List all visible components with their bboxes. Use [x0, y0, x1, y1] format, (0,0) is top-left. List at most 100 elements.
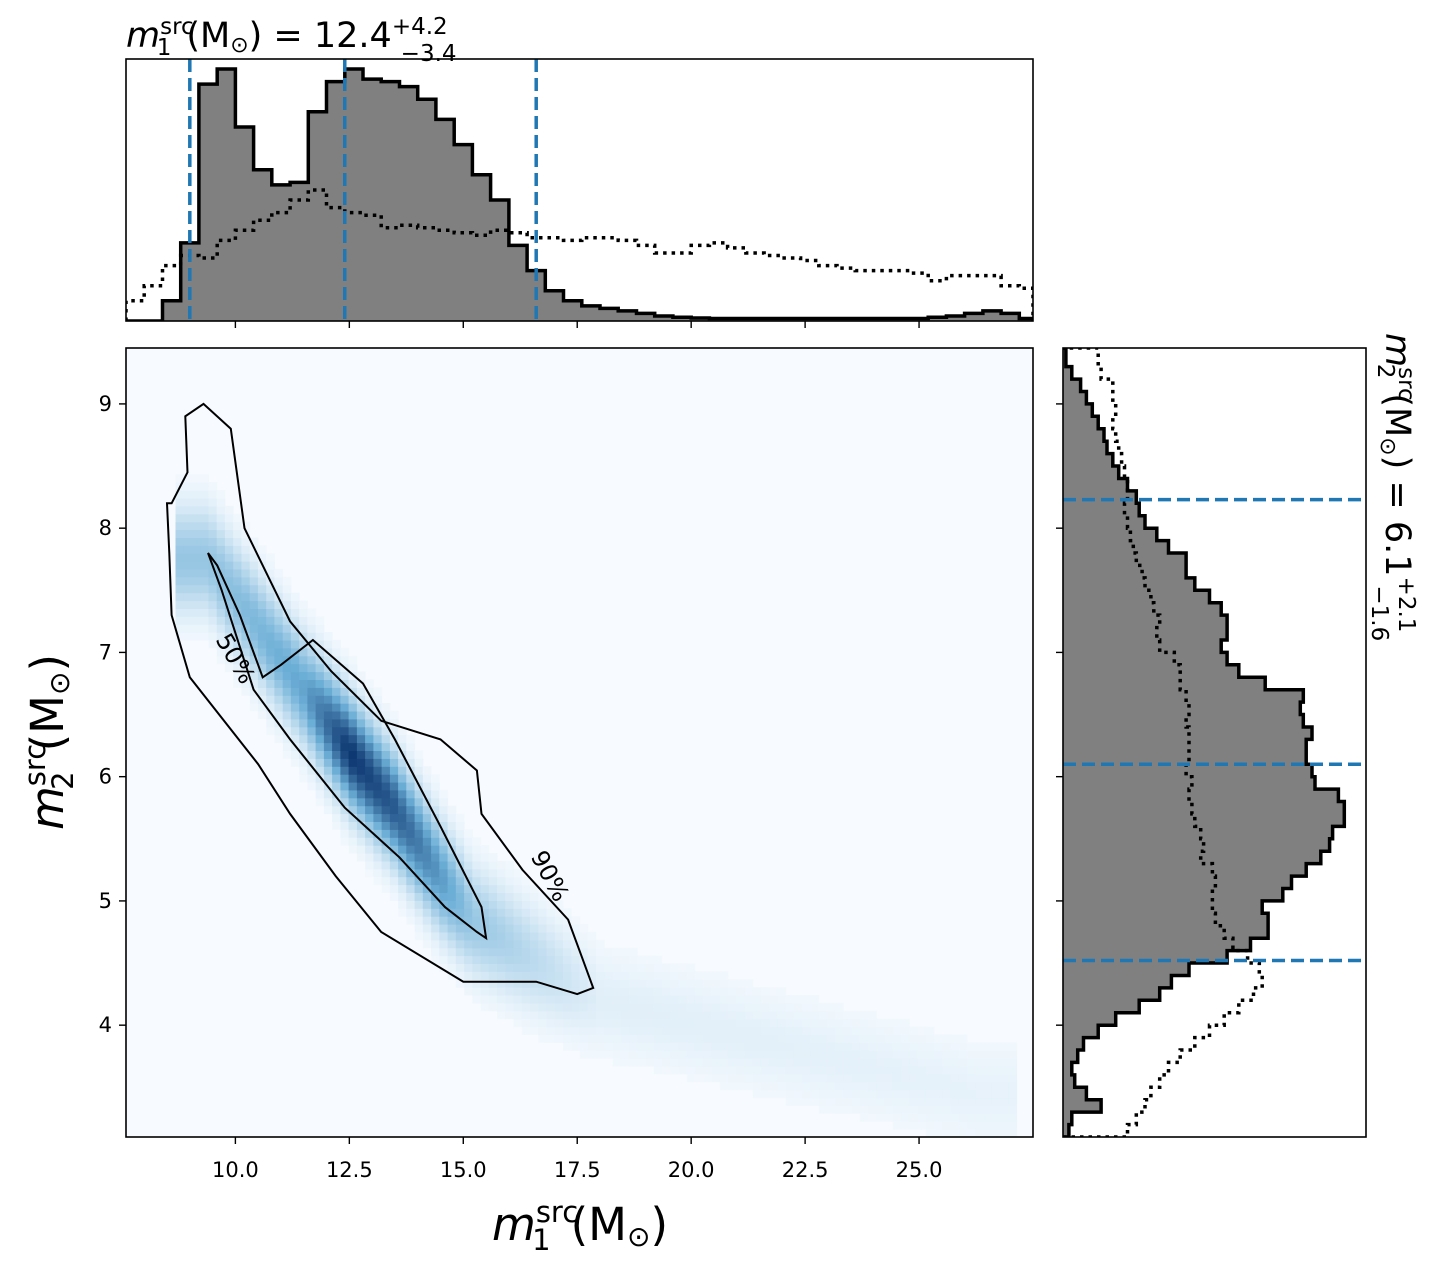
density-cell — [694, 1034, 704, 1043]
density-cell — [274, 616, 284, 625]
density-cell — [810, 1042, 820, 1051]
density-cell — [942, 1113, 952, 1122]
density-cell — [802, 1081, 811, 1091]
density-cell — [480, 947, 490, 957]
density-cell — [546, 955, 556, 964]
density-cell — [200, 505, 209, 515]
density-cell — [546, 979, 556, 988]
density-cell — [546, 1010, 556, 1020]
density-cell — [876, 1042, 886, 1051]
density-cell — [422, 813, 432, 822]
density-cell — [571, 971, 581, 980]
density-cell — [950, 1050, 960, 1059]
density-cell — [340, 734, 350, 744]
density-cell — [381, 821, 391, 830]
density-cell — [818, 1089, 828, 1099]
density-cell — [521, 931, 531, 941]
density-cell — [414, 805, 424, 815]
density-cell — [183, 561, 193, 570]
density-cell — [653, 955, 663, 964]
density-cell — [183, 505, 193, 515]
density-cell — [282, 742, 292, 751]
density-cell — [802, 1034, 811, 1043]
density-cell — [340, 726, 350, 736]
density-cell — [373, 805, 383, 815]
density-cell — [472, 947, 482, 957]
density-cell — [530, 892, 539, 901]
density-cell — [554, 963, 564, 972]
density-cell — [307, 624, 317, 633]
density-cell — [373, 750, 383, 759]
density-cell — [703, 1034, 712, 1043]
density-cell — [381, 789, 391, 799]
density-cell — [760, 1066, 770, 1075]
density-cell — [719, 1002, 729, 1012]
density-cell — [497, 1010, 506, 1020]
density-cell — [422, 837, 432, 846]
density-cell — [414, 924, 424, 933]
density-cell — [777, 1018, 787, 1028]
density-cell — [282, 718, 292, 728]
density-cell — [909, 1058, 919, 1067]
density-cell — [513, 1010, 523, 1020]
density-cell — [909, 1105, 919, 1114]
density-cell — [587, 1026, 597, 1035]
density-cell — [571, 931, 581, 941]
density-cell — [307, 639, 317, 649]
density-cell — [398, 900, 407, 909]
density-cell — [884, 1018, 894, 1028]
density-cell — [282, 639, 292, 649]
density-cell — [744, 1018, 754, 1028]
density-cell — [414, 750, 424, 759]
density-cell — [901, 1018, 910, 1028]
density-cell — [398, 789, 407, 799]
density-cell — [934, 1105, 943, 1114]
density-cell — [892, 1113, 902, 1122]
density-cell — [340, 829, 350, 838]
density-cell — [439, 884, 449, 893]
density-cell — [290, 687, 300, 696]
density-cell — [315, 695, 325, 704]
density-cell — [398, 774, 407, 783]
density-cell — [323, 742, 333, 751]
density-cell — [282, 647, 292, 657]
density-cell — [694, 987, 704, 996]
density-cell — [901, 1105, 910, 1114]
density-cell — [670, 1002, 679, 1012]
density-cell — [958, 1058, 968, 1067]
density-cell — [744, 1002, 754, 1012]
joint-posterior-panel: 50%90% 10.0 12.5 15.0 17.5 20.0 22.5 25.0 4567… — [18, 347, 1034, 1257]
density-cell — [851, 1026, 861, 1035]
density-cell — [216, 592, 226, 602]
density-cell — [942, 1042, 952, 1051]
density-cell — [579, 947, 589, 957]
density-cell — [497, 1002, 506, 1012]
density-cell — [629, 1018, 638, 1028]
density-cell — [950, 1097, 960, 1106]
density-cell — [975, 1129, 985, 1137]
density-cell — [1000, 1081, 1009, 1091]
density-cell — [315, 679, 325, 688]
density-cell — [579, 1002, 589, 1012]
density-cell — [1000, 1113, 1009, 1122]
density-cell — [670, 1050, 679, 1059]
density-cell — [381, 726, 391, 736]
density-cell — [546, 963, 556, 972]
density-cell — [1008, 1066, 1018, 1075]
density-cell — [719, 1066, 729, 1075]
density-cell — [200, 553, 209, 562]
density-cell — [200, 529, 209, 538]
density-cell — [200, 632, 209, 641]
density-cell — [991, 1121, 1001, 1130]
density-cell — [678, 1034, 688, 1043]
density-cell — [810, 1073, 820, 1083]
density-cell — [637, 1042, 646, 1051]
density-cell — [917, 1105, 927, 1114]
x-tick-label: 10.0 — [212, 1158, 259, 1182]
density-cell — [290, 703, 300, 712]
density-cell — [480, 995, 490, 1004]
density-cell — [505, 963, 515, 972]
density-cell — [934, 1081, 943, 1091]
density-cell — [406, 892, 416, 901]
x-tick-label: 15.0 — [440, 1158, 487, 1182]
